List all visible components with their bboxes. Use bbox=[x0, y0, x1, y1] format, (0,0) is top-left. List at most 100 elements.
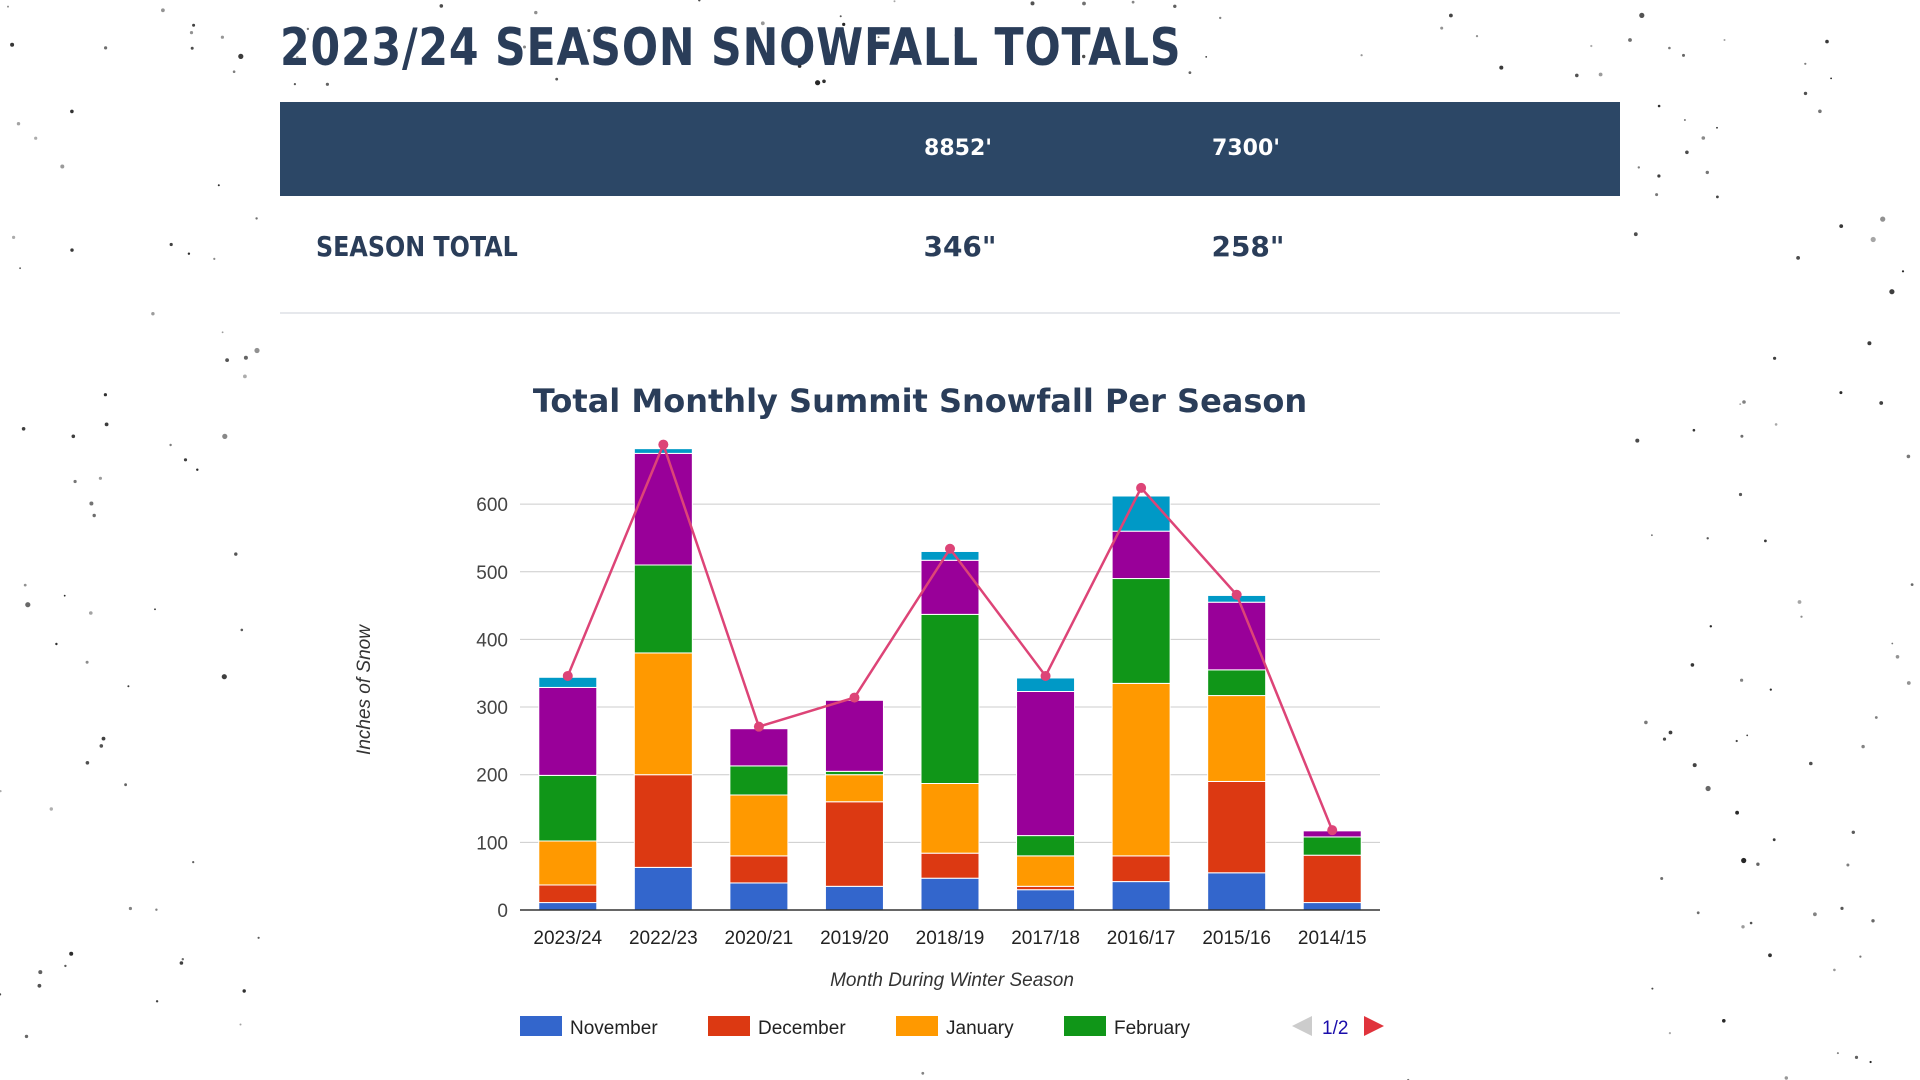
legend-item[interactable]: November bbox=[520, 1016, 658, 1039]
bar-segment[interactable] bbox=[1016, 855, 1076, 887]
legend-label: December bbox=[758, 1018, 846, 1039]
legend-item[interactable]: January bbox=[896, 1016, 1014, 1039]
legend-swatch bbox=[520, 1016, 562, 1036]
legend-label: February bbox=[1114, 1018, 1191, 1039]
bar-segment[interactable] bbox=[633, 866, 693, 911]
bar-segment[interactable] bbox=[538, 686, 598, 776]
y-tick-label: 500 bbox=[476, 563, 508, 584]
elevation-header-summit: 8852' bbox=[924, 136, 992, 161]
total-line-point[interactable] bbox=[658, 439, 669, 450]
chart-legend: November December January February bbox=[520, 1016, 1191, 1039]
bar-segment[interactable] bbox=[920, 559, 980, 615]
x-tick-label: 2017/18 bbox=[1011, 928, 1080, 949]
season-total-label: SEASON TOTAL bbox=[316, 230, 518, 263]
bar-segment[interactable] bbox=[920, 613, 980, 784]
legend-pager: 1/2 bbox=[1292, 1016, 1384, 1039]
y-tick-label: 100 bbox=[476, 833, 508, 854]
total-line bbox=[562, 439, 1338, 836]
legend-swatch bbox=[1064, 1016, 1106, 1036]
total-line-point[interactable] bbox=[1040, 670, 1051, 681]
legend-label: November bbox=[570, 1018, 658, 1039]
x-tick-label: 2022/23 bbox=[629, 928, 698, 949]
y-tick-label: 600 bbox=[476, 495, 508, 516]
bar-segment[interactable] bbox=[538, 774, 598, 842]
bar-segment[interactable] bbox=[1302, 836, 1362, 856]
bar-segment[interactable] bbox=[538, 840, 598, 886]
bar-segment[interactable] bbox=[1207, 669, 1267, 697]
total-line-point[interactable] bbox=[849, 692, 860, 703]
bar-segment[interactable] bbox=[824, 699, 884, 772]
bar-segment[interactable] bbox=[824, 770, 884, 776]
bar-segment[interactable] bbox=[824, 801, 884, 887]
bar-segment[interactable] bbox=[1207, 601, 1267, 671]
y-tick-label: 0 bbox=[497, 901, 508, 922]
bar-segment[interactable] bbox=[920, 852, 980, 879]
bar-segment[interactable] bbox=[1207, 780, 1267, 874]
bar-segment[interactable] bbox=[1111, 855, 1171, 883]
page-title: 2023/24 SEASON SNOWFALL TOTALS bbox=[280, 18, 1182, 78]
y-tick-label: 400 bbox=[476, 630, 508, 651]
bar-segment[interactable] bbox=[633, 452, 693, 566]
legend-prev-arrow-icon[interactable] bbox=[1292, 1016, 1312, 1036]
bar-segment[interactable] bbox=[729, 882, 789, 911]
snowfall-totals-table: 8852' 7300' SEASON TOTAL 346" 258" bbox=[280, 102, 1620, 314]
legend-item[interactable]: February bbox=[1064, 1016, 1191, 1039]
bar-segment[interactable] bbox=[1207, 872, 1267, 911]
bar-segment[interactable] bbox=[729, 728, 789, 767]
season-total-summit: 346" bbox=[923, 230, 997, 263]
total-line-point[interactable] bbox=[1327, 825, 1338, 836]
x-tick-label: 2015/16 bbox=[1202, 928, 1271, 949]
bar-segment[interactable] bbox=[633, 652, 693, 776]
y-tick-label: 200 bbox=[476, 766, 508, 787]
x-tick-label: 2020/21 bbox=[725, 928, 794, 949]
total-line-point[interactable] bbox=[1231, 589, 1242, 600]
bar-segment[interactable] bbox=[1111, 578, 1171, 684]
total-line-point[interactable] bbox=[1136, 482, 1147, 493]
x-tick-label: 2023/24 bbox=[533, 928, 602, 949]
x-axis-label: Month During Winter Season bbox=[830, 970, 1074, 991]
bar-segment[interactable] bbox=[920, 877, 980, 911]
season-total-base: 258" bbox=[1211, 230, 1285, 263]
legend-next-arrow-icon[interactable] bbox=[1364, 1016, 1384, 1036]
x-tick-label: 2019/20 bbox=[820, 928, 889, 949]
bar-segment[interactable] bbox=[1302, 854, 1362, 904]
x-tick-label: 2016/17 bbox=[1107, 928, 1176, 949]
total-line-point[interactable] bbox=[945, 543, 955, 554]
bar-segment[interactable] bbox=[633, 774, 693, 868]
totals-header-row: 8852' 7300' bbox=[280, 102, 1620, 196]
legend-page-indicator: 1/2 bbox=[1322, 1018, 1348, 1039]
bar-segment[interactable] bbox=[824, 774, 884, 803]
bar-segment[interactable] bbox=[538, 884, 598, 904]
x-axis-ticks: 2023/24 2022/23 2020/21 2019/20 2018/19 2017/… bbox=[533, 928, 1366, 949]
bar-segment[interactable] bbox=[1302, 902, 1362, 911]
bar-segment[interactable] bbox=[633, 564, 693, 654]
bar-segment[interactable] bbox=[824, 885, 884, 911]
bar-segment[interactable] bbox=[1207, 695, 1267, 782]
bar-segment[interactable] bbox=[729, 794, 789, 857]
bar-segment[interactable] bbox=[729, 855, 789, 884]
bar-segment[interactable] bbox=[1111, 881, 1171, 911]
season-total-row: SEASON TOTAL 346" 258" bbox=[280, 196, 1620, 314]
x-tick-label: 2018/19 bbox=[916, 928, 985, 949]
bar-segment[interactable] bbox=[920, 783, 980, 854]
bar-segment[interactable] bbox=[1016, 885, 1076, 891]
bar-segment[interactable] bbox=[729, 765, 789, 796]
total-line-point[interactable] bbox=[562, 670, 573, 681]
bar-segment[interactable] bbox=[1016, 835, 1076, 857]
legend-item[interactable]: December bbox=[708, 1016, 846, 1039]
chart-title: Total Monthly Summit Snowfall Per Season bbox=[533, 382, 1307, 420]
bar-segment[interactable] bbox=[1111, 682, 1171, 857]
bar-segment[interactable] bbox=[1016, 691, 1076, 837]
legend-swatch bbox=[708, 1016, 750, 1036]
chart-bars bbox=[538, 448, 1362, 911]
bar-segment[interactable] bbox=[1111, 530, 1171, 580]
x-tick-label: 2014/15 bbox=[1298, 928, 1367, 949]
bar-segment[interactable] bbox=[538, 902, 598, 911]
y-axis-label: Inches of Snow bbox=[354, 624, 375, 755]
bar-segment[interactable] bbox=[1016, 889, 1076, 911]
snowfall-chart: Total Monthly Summit Snowfall Per Season… bbox=[354, 382, 1384, 1039]
y-axis-ticks: 0 100 200 300 400 500 600 bbox=[476, 495, 508, 922]
elevation-header-base: 7300' bbox=[1212, 136, 1280, 161]
total-line-point[interactable] bbox=[753, 721, 764, 732]
